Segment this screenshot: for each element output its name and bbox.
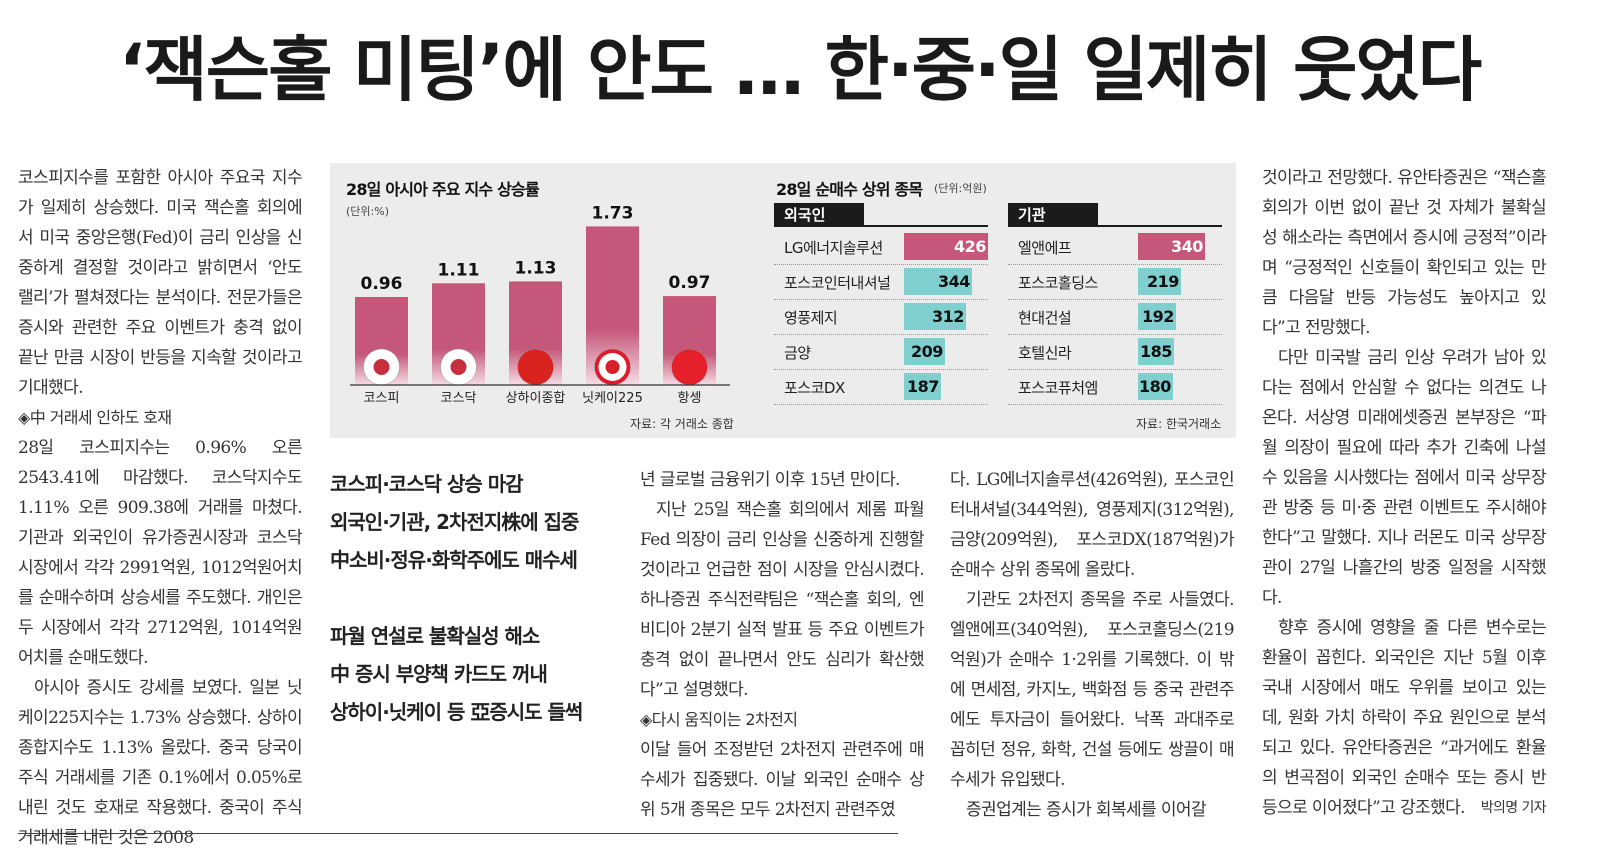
paragraph: 이달 들어 조정받던 2차전지 관련주에 매수세가 집중됐다. 이날 외국인 순… bbox=[640, 740, 925, 820]
paragraph: 기관도 2차전지 종목을 주로 사들였다. 엘앤에프(340억원), 포스코홀딩… bbox=[950, 590, 1235, 790]
chart1-unit: (단위:%) bbox=[346, 205, 389, 218]
subheadline: 코스피·코스닥 상승 마감 bbox=[330, 472, 524, 496]
table-row: 포스코DX 187 bbox=[774, 369, 988, 405]
table-row: 포스코인터내셔널 344 bbox=[774, 264, 988, 300]
headline: ‘잭슨홀 미팅’에 안도 … 한·중·일 일제히 웃었다 bbox=[118, 29, 1482, 111]
divider bbox=[774, 225, 988, 227]
category-label: 닛케이225 bbox=[582, 391, 643, 406]
chart2-source: 자료: 한국거래소 bbox=[1136, 417, 1222, 431]
table-row: 영풍제지 312 bbox=[774, 299, 988, 335]
value-label: 185 bbox=[1140, 342, 1172, 361]
value-label: 312 bbox=[932, 307, 964, 326]
subheading: ◈中 거래세 인하도 호재 bbox=[18, 408, 172, 427]
paragraph: 향후 증시에 영향을 줄 다른 변수로는 환율이 꼽힌다. 외국인은 지난 5월… bbox=[1262, 618, 1547, 818]
article-column-5: 것이라고 전망했다. 유안타증권은 “잭슨홀 회의가 이번 없이 끝난 것 자체… bbox=[1262, 163, 1547, 823]
stock-name: 호텔신라 bbox=[1018, 344, 1072, 362]
bar-value-label: 1.13 bbox=[515, 258, 557, 278]
value-bar bbox=[904, 268, 972, 295]
category-label: 항셍 bbox=[678, 391, 702, 406]
flag-emblem-icon bbox=[450, 359, 467, 375]
bottom-rule bbox=[18, 833, 898, 834]
stock-name: 엘앤에프 bbox=[1018, 239, 1072, 257]
paragraph: 코스피지수를 포함한 아시아 주요국 지수가 일제히 상승했다. 미국 잭슨홀 … bbox=[18, 168, 303, 398]
bar-value-label: 1.73 bbox=[592, 203, 634, 223]
table-row: 포스코퓨처엠 180 bbox=[1008, 369, 1222, 405]
value-bar bbox=[1138, 233, 1205, 260]
subheadline-block: 코스피·코스닥 상승 마감 외국인·기관, 2차전지株에 집중 中소비·정유·화… bbox=[330, 465, 620, 731]
paragraph: 다. LG에너지솔루션(426억원), 포스코인터내셔널(344억원), 영풍제… bbox=[950, 470, 1235, 580]
article-column-3: 년 글로벌 금융위기 이후 15년 만이다. 지난 25일 잭슨홀 회의에서 제… bbox=[640, 465, 925, 825]
value-label: 209 bbox=[911, 342, 943, 361]
value-bar bbox=[904, 338, 945, 365]
value-label: 426 bbox=[954, 237, 986, 256]
paragraph: 지난 25일 잭슨홀 회의에서 제롬 파월 Fed 의장이 금리 인상을 신중하… bbox=[640, 500, 925, 700]
flag-icon bbox=[517, 348, 554, 386]
flag-emblem-icon bbox=[373, 359, 390, 375]
subheadline: 외국인·기관, 2차전지株에 집중 bbox=[330, 510, 579, 534]
bar-value-label: 1.11 bbox=[438, 260, 480, 280]
value-label: 340 bbox=[1171, 237, 1203, 256]
subheadline: 파월 연설로 불확실성 해소 bbox=[330, 624, 540, 648]
value-bar bbox=[1138, 373, 1173, 400]
stock-name: 영풍제지 bbox=[784, 309, 838, 327]
stock-name: 포스코홀딩스 bbox=[1018, 274, 1098, 292]
value-bar bbox=[904, 303, 966, 330]
paragraph: 증권업계는 증시가 회복세를 이어갈 bbox=[966, 800, 1207, 820]
subheadline: 상하이·닛케이 등 亞증시도 들썩 bbox=[330, 700, 583, 724]
table-row: 호텔신라 185 bbox=[1008, 334, 1222, 370]
index-bar-chart: 0.96 코스피 1.11 코스닥 1.13 상하이종합 1.73 닛케이225 0.97 항셍 bbox=[350, 203, 730, 406]
table-row: 포스코홀딩스 219 bbox=[1008, 264, 1222, 300]
value-bar bbox=[1138, 338, 1174, 365]
chart2-title: 28일 순매수 상위 종목 bbox=[776, 180, 923, 199]
paragraph: 28일 코스피지수는 0.96% 오른 2543.41에 마감했다. 코스닥지수… bbox=[18, 438, 303, 668]
value-bar bbox=[904, 373, 941, 400]
value-label: 192 bbox=[1142, 307, 1174, 326]
table-row: LG에너지솔루션 426 bbox=[774, 229, 988, 265]
paragraph: 것이라고 전망했다. 유안타증권은 “잭슨홀 회의가 이번 없이 끝난 것 자체… bbox=[1262, 168, 1547, 338]
flag-sun-icon bbox=[605, 360, 620, 374]
flag-icon bbox=[671, 348, 708, 386]
bar-value-label: 0.96 bbox=[361, 274, 403, 294]
divider bbox=[1008, 225, 1222, 227]
chart2-unit: (단위:억원) bbox=[934, 182, 987, 195]
stock-name: 포스코인터내셔널 bbox=[784, 274, 891, 292]
paragraph: 년 글로벌 금융위기 이후 15년 만이다. bbox=[640, 470, 900, 490]
value-label: 187 bbox=[907, 377, 939, 396]
value-label: 344 bbox=[938, 272, 970, 291]
value-bar bbox=[1138, 268, 1181, 295]
table-row: 현대건설 192 bbox=[1008, 299, 1222, 335]
table-row: 금양 209 bbox=[774, 334, 988, 370]
value-bar bbox=[904, 233, 988, 260]
value-bar bbox=[1138, 303, 1176, 330]
subheadline: 中 증시 부양책 카드도 꺼내 bbox=[330, 662, 548, 686]
value-label: 180 bbox=[1139, 377, 1171, 396]
byline: 박의명 기자 bbox=[1480, 800, 1547, 816]
foreign-header: 외국인 bbox=[774, 203, 864, 227]
stock-name: LG에너지솔루션 bbox=[784, 239, 883, 257]
paragraph: 다만 미국발 금리 인상 우려가 남아 있다는 점에서 안심할 수 없다는 의견… bbox=[1262, 348, 1547, 608]
stock-name: 현대건설 bbox=[1018, 309, 1072, 327]
inst-header: 기관 bbox=[1008, 203, 1098, 227]
article-column-4: 다. LG에너지솔루션(426억원), 포스코인터내셔널(344억원), 영풍제… bbox=[950, 465, 1235, 825]
subheading: ◈다시 움직이는 2차전지 bbox=[640, 710, 798, 729]
subheadline: 中소비·정유·화학주에도 매수세 bbox=[330, 548, 578, 572]
table-row: 엘앤에프 340 bbox=[1008, 229, 1222, 265]
category-label: 코스피 bbox=[364, 391, 400, 406]
chart1-title: 28일 아시아 주요 지수 상승률 bbox=[346, 180, 540, 199]
stock-name: 금양 bbox=[784, 344, 811, 362]
bar-value-label: 0.97 bbox=[669, 273, 711, 293]
stock-name: 포스코퓨처엠 bbox=[1018, 379, 1098, 397]
category-label: 코스닥 bbox=[441, 391, 477, 406]
stock-name: 포스코DX bbox=[784, 379, 845, 397]
article-column-1: 코스피지수를 포함한 아시아 주요국 지수가 일제히 상승했다. 미국 잭슨홀 … bbox=[18, 163, 303, 853]
value-label: 219 bbox=[1147, 272, 1179, 291]
chart1-source: 자료: 각 거래소 종합 bbox=[630, 417, 734, 431]
category-label: 상하이종합 bbox=[506, 391, 566, 406]
infographic: 28일 아시아 주요 지수 상승률 (단위:%) 0.96 코스피 1.11 코스닥 1… bbox=[330, 163, 1236, 438]
paragraph: 아시아 증시도 강세를 보였다. 일본 닛케이225지수는 1.73% 상승했다… bbox=[18, 678, 303, 848]
